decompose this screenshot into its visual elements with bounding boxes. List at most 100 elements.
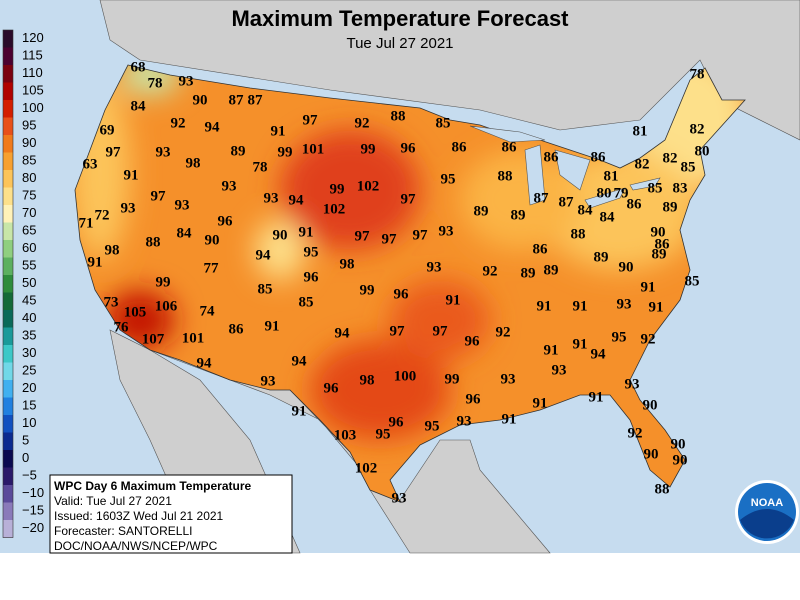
temperature-label: 92 xyxy=(483,263,498,279)
info-line: Valid: Tue Jul 27 2021 xyxy=(54,494,172,508)
temperature-label: 90 xyxy=(205,232,220,248)
temperature-label: 83 xyxy=(673,180,688,196)
temperature-label: 103 xyxy=(334,427,357,443)
temperature-label: 90 xyxy=(619,259,634,275)
temperature-label: 100 xyxy=(394,368,417,384)
legend-swatch xyxy=(3,170,13,188)
temperature-label: 86 xyxy=(627,196,643,212)
temperature-label: 76 xyxy=(114,319,130,335)
legend-swatch xyxy=(3,327,13,346)
temperature-label: 96 xyxy=(389,414,405,430)
temperature-label: 90 xyxy=(643,397,658,413)
temperature-label: 84 xyxy=(600,209,616,225)
temperature-label: 107 xyxy=(142,331,165,347)
legend-label: 95 xyxy=(22,118,36,133)
legend-swatch xyxy=(3,310,13,328)
temperature-label: 99 xyxy=(445,371,460,387)
temperature-label: 92 xyxy=(628,425,643,441)
temperature-label: 86 xyxy=(591,149,607,165)
info-line: DOC/NOAA/NWS/NCEP/WPC xyxy=(54,539,218,553)
temperature-label: 95 xyxy=(304,244,319,260)
temperature-label: 87 xyxy=(559,194,575,210)
temperature-label: 78 xyxy=(690,66,705,82)
legend-swatch xyxy=(3,345,13,363)
legend-swatch xyxy=(3,520,13,538)
legend-swatch xyxy=(3,257,13,276)
legend-label: 50 xyxy=(22,275,36,290)
info-box xyxy=(49,474,293,554)
temperature-label: 84 xyxy=(578,202,594,218)
temperature-label: 90 xyxy=(644,446,659,462)
info-line: Issued: 1603Z Wed Jul 21 2021 xyxy=(54,509,224,523)
temperature-label: 89 xyxy=(521,265,536,281)
temperature-label: 92 xyxy=(641,331,656,347)
field xyxy=(255,220,305,280)
legend-label: 115 xyxy=(22,48,43,63)
legend-label: −15 xyxy=(22,503,44,518)
temperature-label: 94 xyxy=(292,353,308,369)
temperature-label: 94 xyxy=(256,247,272,263)
temperature-label: 85 xyxy=(258,281,273,297)
logo-text: NOAA xyxy=(751,497,783,509)
temperature-label: 95 xyxy=(425,418,440,434)
field xyxy=(120,65,180,95)
legend-swatch xyxy=(3,100,13,118)
legend-swatch xyxy=(3,292,13,311)
temperature-label: 85 xyxy=(681,159,696,175)
temperature-label: 82 xyxy=(635,156,650,172)
temperature-label: 82 xyxy=(690,121,705,137)
info-title: WPC Day 6 Maximum Temperature xyxy=(54,479,251,493)
legend-label: 20 xyxy=(22,380,36,395)
legend-swatch xyxy=(3,240,13,258)
temperature-label: 91 xyxy=(124,167,139,183)
temperature-label: 88 xyxy=(498,168,513,184)
temperature-label: 81 xyxy=(633,123,648,139)
legend-swatch xyxy=(3,397,13,416)
temperature-label: 91 xyxy=(299,224,314,240)
temperature-label: 91 xyxy=(446,292,461,308)
temperature-label: 85 xyxy=(436,115,451,131)
temperature-label: 93 xyxy=(156,144,171,160)
temperature-label: 93 xyxy=(501,371,516,387)
temperature-label: 71 xyxy=(79,215,94,231)
legend: 1201151101051009590858075706560555045403… xyxy=(2,29,44,538)
legend-label: 100 xyxy=(22,100,44,115)
temperature-label: 73 xyxy=(104,294,119,310)
legend-label: 25 xyxy=(22,363,36,378)
temperature-label: 101 xyxy=(302,141,325,157)
temperature-label: 99 xyxy=(361,141,376,157)
legend-swatch xyxy=(3,502,13,521)
temperature-label: 97 xyxy=(355,228,371,244)
field xyxy=(390,280,490,360)
legend-swatch xyxy=(3,152,13,171)
legend-label: 40 xyxy=(22,310,36,325)
field xyxy=(280,130,420,250)
temperature-label: 96 xyxy=(324,380,340,396)
legend-swatch xyxy=(3,117,13,136)
temperature-label: 86 xyxy=(452,139,468,155)
temperature-label: 80 xyxy=(695,143,710,159)
legend-swatch xyxy=(3,65,13,83)
temperature-label: 93 xyxy=(222,178,237,194)
temperature-label: 94 xyxy=(591,346,607,362)
temperature-label: 96 xyxy=(304,269,320,285)
temperature-label: 97 xyxy=(106,144,122,160)
temperature-label: 90 xyxy=(673,452,688,468)
legend-label: −20 xyxy=(22,520,44,535)
legend-swatch xyxy=(3,362,13,381)
temperature-label: 102 xyxy=(323,201,346,217)
temperature-label: 96 xyxy=(465,333,481,349)
temperature-label: 89 xyxy=(652,246,667,262)
legend-swatch xyxy=(3,205,13,223)
temperature-label: 95 xyxy=(441,171,456,187)
temperature-label: 95 xyxy=(376,426,391,442)
temperature-label: 90 xyxy=(273,227,288,243)
legend-swatch xyxy=(3,380,13,398)
temperature-label: 91 xyxy=(265,318,280,334)
temperature-label: 102 xyxy=(355,460,378,476)
temperature-label: 87 xyxy=(534,190,550,206)
legend-label: 30 xyxy=(22,345,36,360)
temperature-label: 89 xyxy=(511,207,526,223)
mexico xyxy=(149,349,551,554)
temperature-label: 91 xyxy=(88,254,103,270)
